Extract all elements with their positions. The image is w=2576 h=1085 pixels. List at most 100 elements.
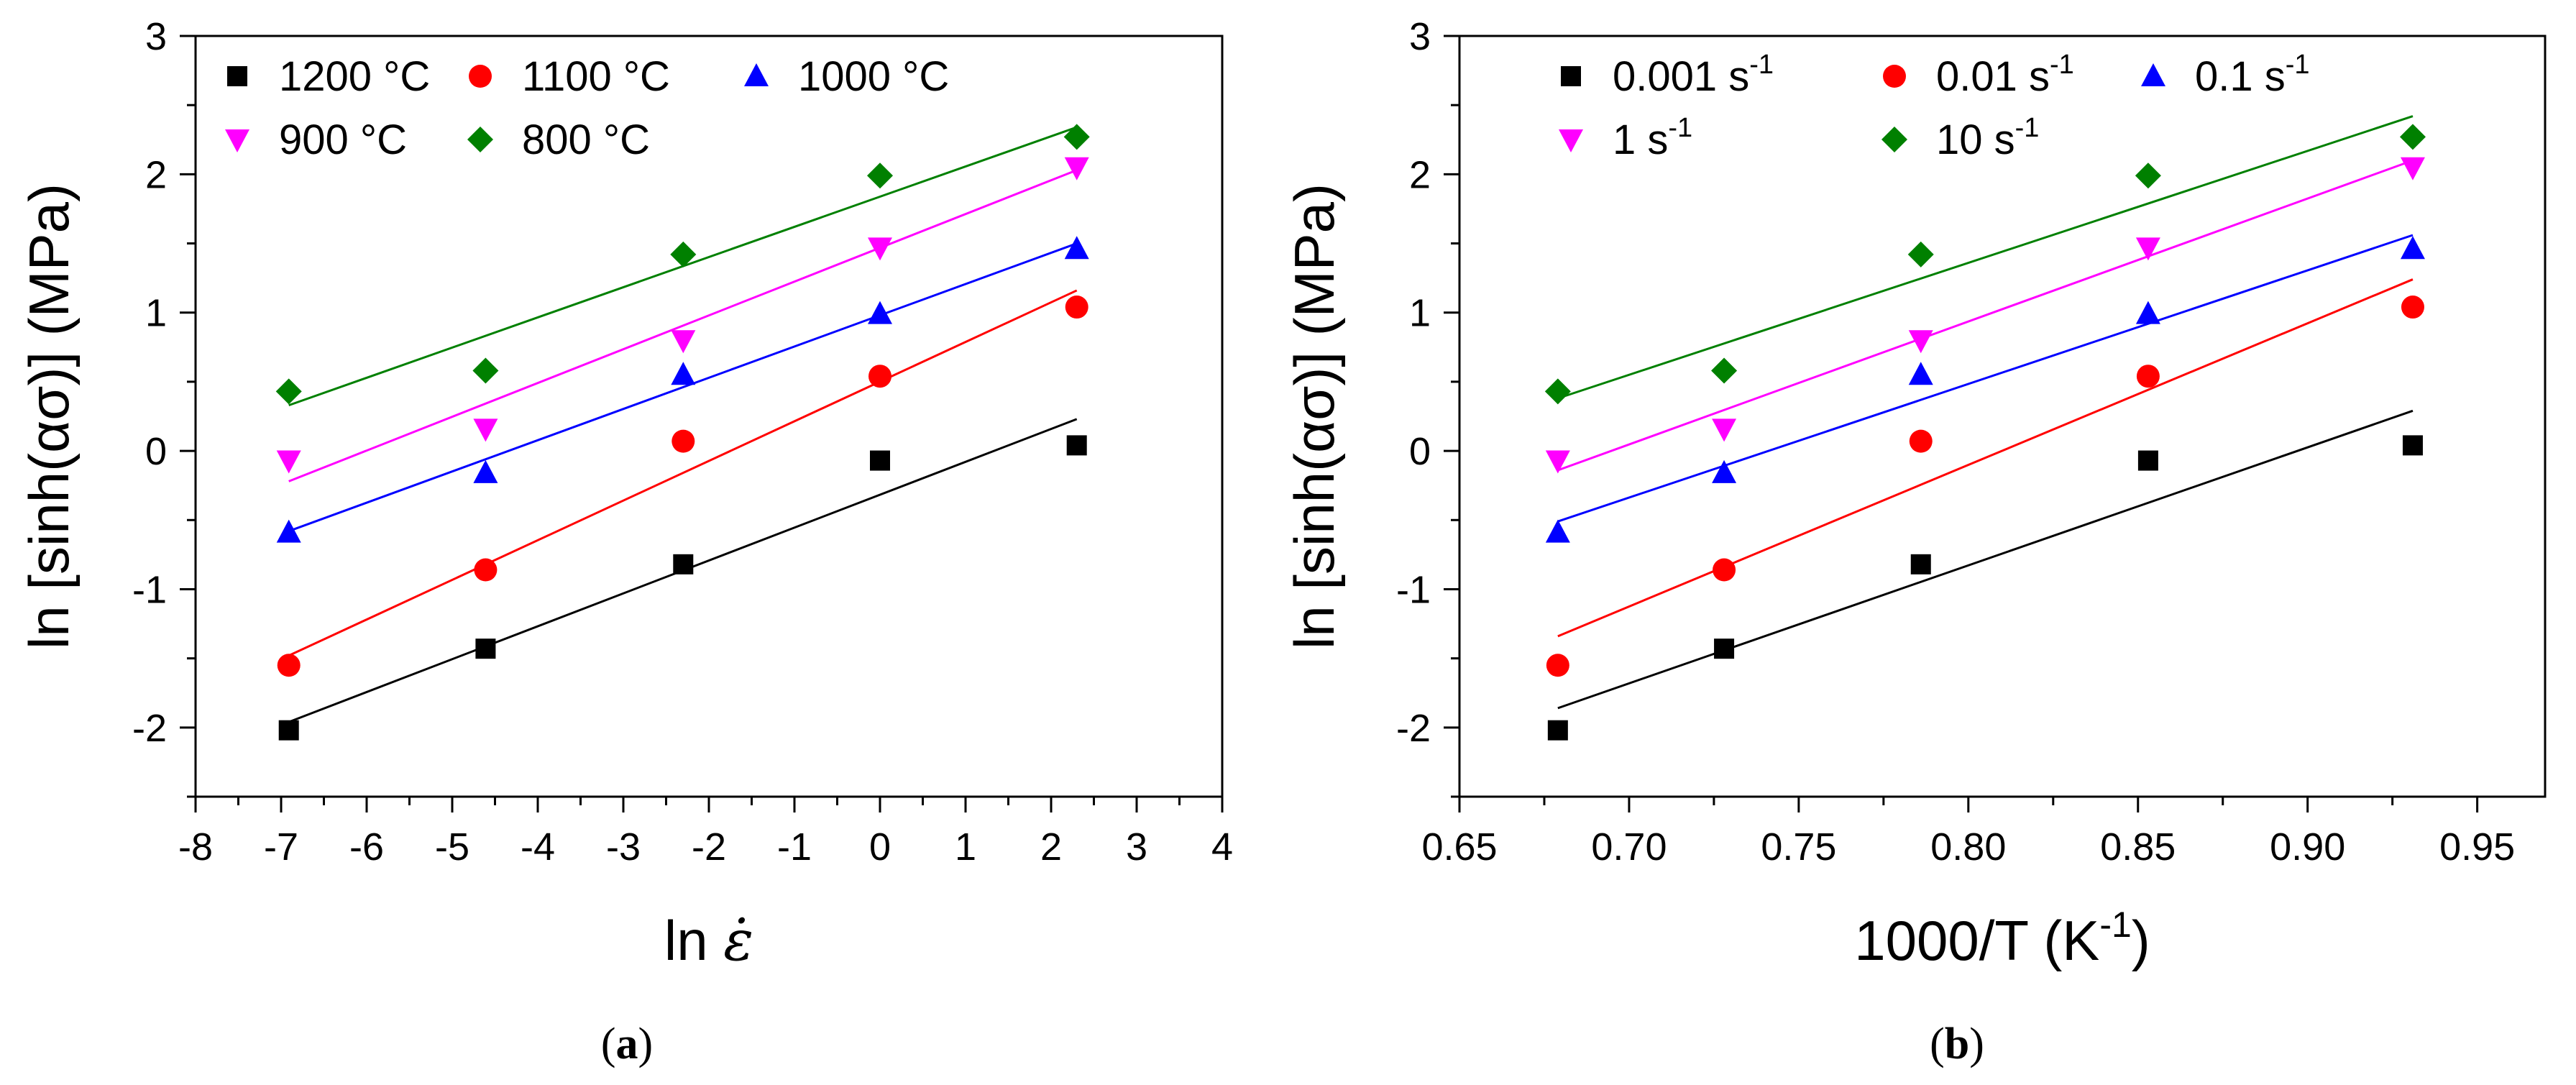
panel-a-data-point-s2-p1	[473, 459, 498, 483]
panel-b-plot-frame	[1458, 35, 2547, 798]
panel-b-legend-marker-2	[2141, 63, 2165, 86]
panel-b-data-point-s0-p2	[1910, 554, 1931, 574]
panel-a-data-point-s1-p0	[277, 654, 301, 677]
panel-a-fit-line-2	[288, 242, 1078, 533]
panel-b-legend-marker-3	[1559, 129, 1583, 152]
panel-a-data-point-s1-p4	[1065, 296, 1088, 319]
panel-a-legend-label-0: 1200 °C	[279, 53, 430, 100]
panel-b-legend-marker-1	[1883, 65, 1906, 88]
panel-b-data-point-s0-p1	[1714, 638, 1735, 659]
panel-b-data-point-s2-p2	[1908, 362, 1933, 385]
panel-a-data-point-s0-p4	[1066, 435, 1087, 456]
panel-b-data-point-s4-p4	[2399, 124, 2426, 150]
panel-b-data-point-s1-p0	[1546, 654, 1569, 677]
panel-a-data-point-s2-p4	[1064, 236, 1089, 260]
panel-b-fit-line-1	[1557, 278, 2414, 638]
panel-b-x-tick-label: 0.75	[1761, 825, 1836, 869]
panel-b-legend-marker-4	[1881, 127, 1907, 152]
panel-a-fit-line-3	[288, 169, 1078, 482]
panel-b-legend-label-2: 0.1 s-1	[2195, 50, 2310, 100]
panel-a-data-point-s2-p2	[671, 362, 696, 385]
panel-a-legend-label-3: 900 °C	[279, 116, 407, 163]
panel-a-legend-marker-2	[744, 63, 769, 86]
panel-b-data-point-s2-p3	[2135, 301, 2160, 324]
panel-a-legend-label-4: 800 °C	[522, 116, 650, 163]
panel-a-data-point-s0-p3	[870, 450, 890, 471]
panel-a-legend-label-2: 1000 °C	[798, 53, 949, 100]
panel-b-y-tick-label: -2	[1396, 707, 1431, 750]
panel-b-data-point-s2-p4	[2400, 236, 2425, 260]
panel-b-data-point-s3-p2	[1908, 330, 1933, 354]
panel-a-data-point-s4-p0	[275, 378, 302, 405]
panel-a-x-tick-label: -7	[264, 825, 298, 869]
panel-b-fit-line-2	[1557, 234, 2414, 523]
panel-b-y-tick-label: 3	[1409, 15, 1431, 58]
panel-a-x-tick-label: -4	[521, 825, 555, 869]
panel-a-x-tick-label: -1	[777, 825, 812, 869]
panel-b-legend-label-0: 0.001 s-1	[1613, 50, 1774, 100]
panel-a-legend-marker-4	[467, 127, 493, 152]
panel-a-x-tick-label: 3	[1126, 825, 1147, 869]
panel-b-data-point-s0-p4	[2402, 435, 2423, 456]
panel-b-data-point-s2-p0	[1545, 519, 1570, 543]
panel-a-data-point-s1-p2	[671, 429, 695, 453]
panel-a-data-point-s4-p3	[867, 162, 893, 189]
panel-a-data-point-s0-p0	[278, 720, 299, 741]
panel-a-legend-marker-3	[225, 129, 249, 152]
panel-a-data-point-s0-p1	[475, 638, 496, 659]
panel-a-data-point-s4-p2	[670, 241, 697, 267]
panel-b-y-tick-label: 0	[1409, 430, 1431, 473]
panel-b-y-tick-label: -1	[1396, 568, 1431, 611]
caption-a: (a)	[601, 1020, 653, 1068]
panel-a-data-point-s3-p3	[868, 237, 892, 261]
panel-b-x-tick-label: 0.90	[2270, 825, 2345, 869]
panel-a-x-tick-label: 2	[1040, 825, 1062, 869]
panel-b-fit-line-0	[1557, 409, 2414, 710]
panel-b: 0.65 0.70 0.75 0.80 0.85 0.90 0.95 -2 -1 0 1 2 3 0.00…	[1283, 15, 2547, 972]
panel-b-data-point-s4-p3	[2135, 162, 2161, 189]
panel-a-y-axis-title: ln [sinh(ασ)] (MPa)	[17, 183, 81, 649]
panel-a-y-tick-label: 0	[145, 430, 167, 473]
panel-b-data-point-s4-p1	[1711, 357, 1738, 384]
panel-a-data-point-s0-p2	[673, 554, 694, 574]
panel-b-y-tick-label: 1	[1409, 292, 1431, 335]
panel-a-data-point-s2-p0	[276, 519, 301, 543]
panel-a-x-tick-label: -5	[435, 825, 469, 869]
panel-a-y-tick-label: 3	[145, 15, 167, 58]
panel-a-data-point-s3-p1	[473, 418, 498, 442]
panel-a-x-tick-label: 0	[869, 825, 891, 869]
panel-a-x-tick-label: -2	[692, 825, 726, 869]
panel-b-data-point-s2-p1	[1712, 459, 1737, 483]
panel-b-data-point-s0-p3	[2137, 450, 2158, 471]
panel-a: -8 -7 -6 -5 -4 -3 -2 -1 0 1 2 3 4 -2 -1 0 1 2 3 1200 °C 1100…	[17, 15, 1233, 974]
panel-a-y-tick-label: 2	[145, 153, 167, 196]
panel-b-data-point-s3-p4	[2400, 157, 2425, 180]
panel-a-legend-marker-1	[469, 65, 492, 88]
panel-b-y-axis-title: ln [sinh(ασ)] (MPa)	[1283, 183, 1346, 649]
panel-a-x-tick-label: -3	[606, 825, 641, 869]
panel-a-y-tick-label: 1	[145, 292, 167, 335]
panel-b-data-point-s1-p1	[1713, 558, 1736, 582]
panel-b-fit-line-3	[1557, 159, 2414, 472]
panel-a-x-axis-title: ln ε̇	[664, 909, 753, 974]
panel-a-data-point-s4-p1	[472, 357, 499, 384]
panel-b-x-tick-label: 0.65	[1421, 825, 1497, 869]
panel-b-data-point-s4-p2	[1907, 241, 1934, 267]
panel-a-legend-marker-0	[227, 66, 247, 86]
panel-b-data-point-s1-p2	[1909, 429, 1933, 453]
panel-b-data-point-s3-p0	[1545, 450, 1570, 474]
panel-a-x-tick-label: 1	[955, 825, 976, 869]
panel-b-data-point-s1-p3	[2136, 365, 2160, 388]
panel-b-legend-label-3: 1 s-1	[1613, 113, 1692, 163]
panel-b-legend-label-1: 0.01 s-1	[1936, 50, 2074, 100]
panel-b-data-point-s0-p0	[1547, 720, 1568, 741]
panel-b-data-point-s3-p1	[1712, 418, 1737, 442]
panel-b-x-tick-label: 0.80	[1930, 825, 2006, 869]
panel-b-y-tick-label: 2	[1409, 153, 1431, 196]
panel-a-data-point-s3-p0	[276, 450, 301, 474]
panel-b-x-axis-title: 1000/T (K-1)	[1854, 905, 2150, 972]
panel-b-data-point-s4-p0	[1544, 378, 1571, 405]
panel-b-fit-line-4	[1557, 115, 2414, 400]
panel-b-legend-label-4: 10 s-1	[1936, 113, 2039, 163]
